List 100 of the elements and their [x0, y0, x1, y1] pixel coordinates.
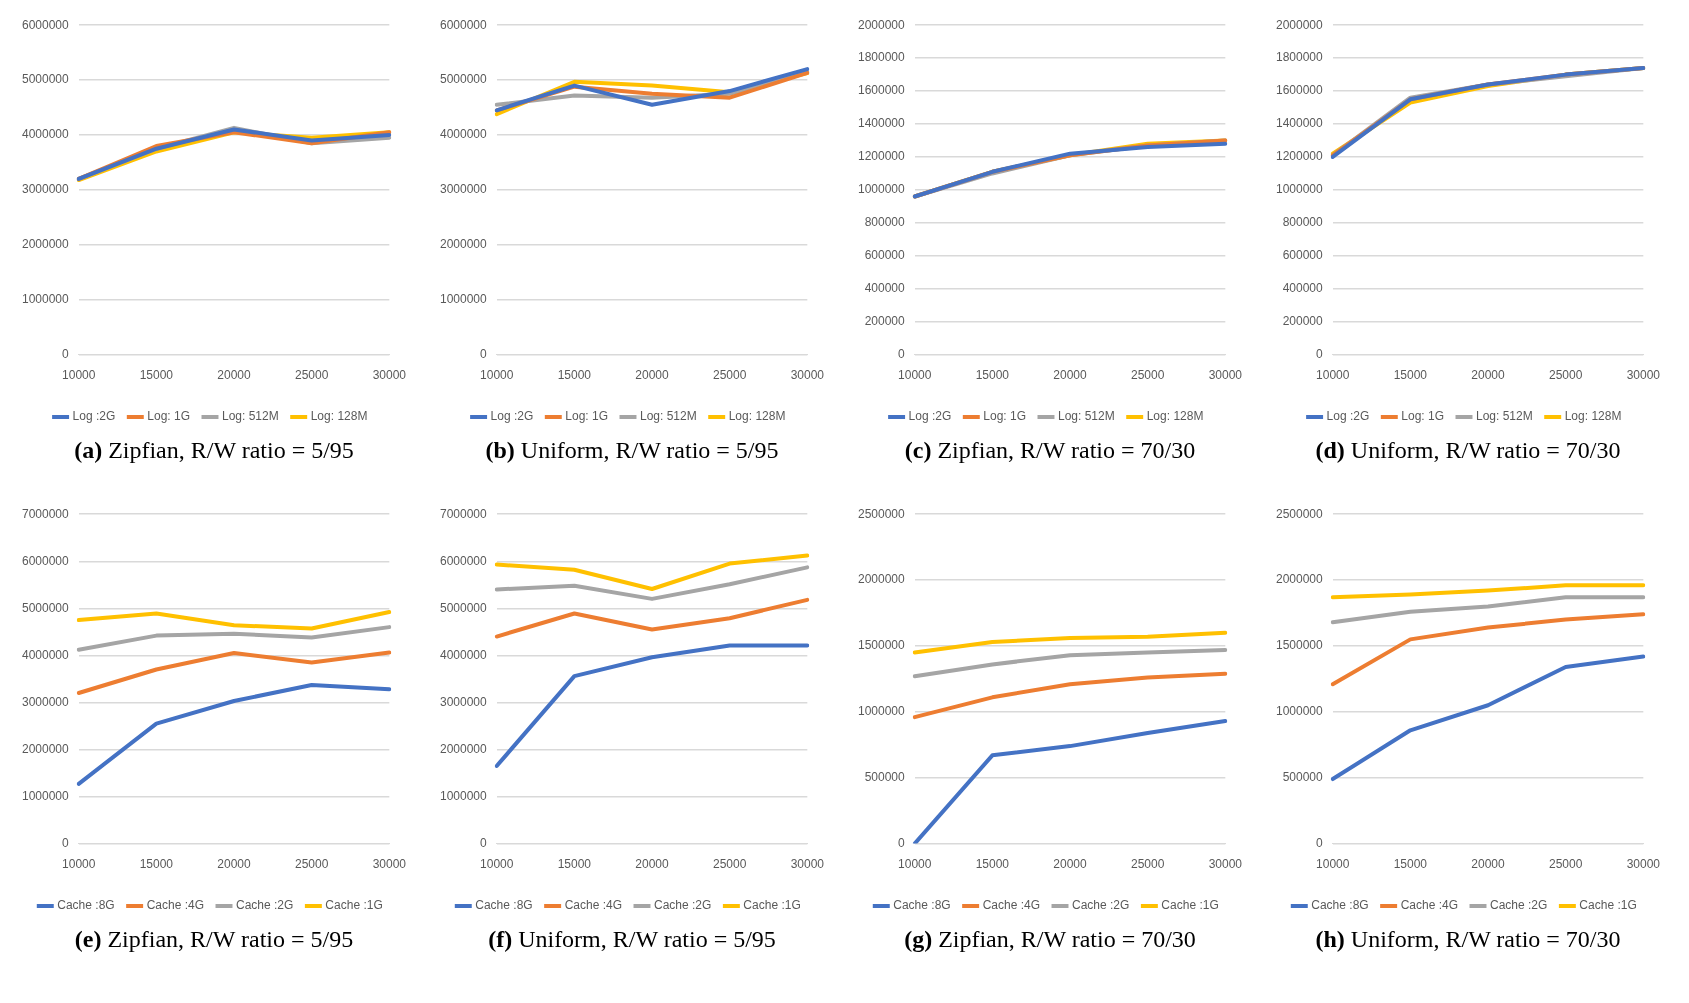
- x-tick-label: 10000: [1316, 368, 1350, 383]
- x-tick-label: 20000: [1053, 857, 1088, 872]
- x-tick-label: 10000: [1316, 857, 1350, 872]
- legend-label: Cache :1G: [1579, 898, 1637, 913]
- x-tick-label: 10000: [62, 857, 96, 872]
- y-tick-label: 2000000: [440, 237, 488, 252]
- x-tick-label: 30000: [790, 368, 825, 383]
- y-tick-label: 500000: [1282, 770, 1324, 785]
- y-tick-label: 500000: [864, 770, 906, 785]
- legend-label: Log: 128M: [1564, 409, 1622, 424]
- y-tick-label: 1800000: [858, 50, 906, 65]
- legend-label: Log: 512M: [1057, 409, 1115, 424]
- x-tick-label: 30000: [1208, 368, 1243, 383]
- x-tick-label: 20000: [635, 368, 670, 383]
- x-tick-label: 10000: [898, 368, 932, 383]
- legend-label: Log: 1G: [565, 409, 608, 424]
- x-tick-label: 20000: [1471, 368, 1506, 383]
- y-tick-label: 2000000: [22, 741, 70, 756]
- y-tick-label: 400000: [1282, 281, 1324, 296]
- y-tick-label: 2000000: [1276, 17, 1324, 32]
- legend-label: Log :2G: [1326, 409, 1370, 424]
- legend-label: Cache :2G: [654, 898, 712, 913]
- y-tick-label: 4000000: [440, 127, 488, 142]
- y-tick-label: 7000000: [22, 506, 70, 521]
- x-tick-label: 30000: [1626, 368, 1661, 383]
- y-tick-label: 0: [480, 835, 488, 850]
- y-tick-label: 4000000: [22, 647, 70, 662]
- x-tick-label: 30000: [372, 857, 407, 872]
- text: (c) Zipfian, R/W ratio = 70/30: [904, 437, 1196, 463]
- y-tick-label: 2000000: [858, 572, 906, 587]
- y-tick-label: 5000000: [440, 72, 488, 87]
- legend-label: Cache :8G: [1311, 898, 1369, 913]
- y-tick-label: 4000000: [440, 647, 488, 662]
- y-tick-label: 400000: [864, 281, 906, 296]
- legend-label: Cache :1G: [743, 898, 801, 913]
- y-tick-label: 0: [898, 835, 906, 850]
- y-tick-label: 2500000: [1276, 506, 1324, 521]
- text: (g) Zipfian, R/W ratio = 70/30: [904, 926, 1196, 952]
- y-tick-label: 600000: [864, 248, 906, 263]
- legend-label: Log: 1G: [1401, 409, 1444, 424]
- legend-label: Log: 128M: [728, 409, 786, 424]
- y-tick-label: 1000000: [1276, 182, 1324, 197]
- y-tick-label: 0: [1316, 346, 1324, 361]
- y-tick-label: 6000000: [22, 17, 70, 32]
- legend-label: Cache :8G: [893, 898, 951, 913]
- legend-label: Log: 1G: [983, 409, 1026, 424]
- y-tick-label: 2000000: [858, 17, 906, 32]
- text: (b) Uniform, R/W ratio = 5/95: [485, 437, 779, 463]
- y-tick-label: 1400000: [858, 116, 906, 131]
- x-tick-label: 15000: [1393, 857, 1428, 872]
- y-tick-label: 3000000: [22, 694, 70, 709]
- y-tick-label: 6000000: [440, 553, 488, 568]
- y-tick-label: 1000000: [440, 788, 488, 803]
- x-tick-label: 25000: [712, 368, 747, 383]
- legend-label: Cache :4G: [564, 898, 623, 913]
- y-tick-label: 1000000: [858, 182, 906, 197]
- legend-label: Log: 512M: [639, 409, 697, 424]
- x-tick-label: 25000: [1130, 368, 1165, 383]
- y-tick-label: 1000000: [22, 292, 70, 307]
- legend-label: Log :2G: [72, 409, 116, 424]
- y-tick-label: 1000000: [440, 292, 488, 307]
- y-tick-label: 2000000: [440, 741, 488, 756]
- y-tick-label: 800000: [864, 215, 906, 230]
- x-tick-label: 15000: [557, 368, 592, 383]
- y-tick-label: 2500000: [858, 506, 906, 521]
- y-tick-label: 0: [480, 346, 488, 361]
- legend-label: Cache :1G: [1161, 898, 1219, 913]
- x-tick-label: 10000: [898, 857, 932, 872]
- x-tick-label: 10000: [480, 368, 514, 383]
- legend-label: Log: 512M: [1475, 409, 1533, 424]
- legend-label: Log: 128M: [310, 409, 368, 424]
- x-tick-label: 20000: [217, 368, 252, 383]
- legend-label: Cache :8G: [57, 898, 115, 913]
- y-tick-label: 1000000: [858, 704, 906, 719]
- y-tick-label: 200000: [1282, 313, 1324, 328]
- legend-label: Log :2G: [490, 409, 534, 424]
- legend-label: Cache :2G: [1490, 898, 1548, 913]
- y-tick-label: 0: [898, 346, 906, 361]
- y-tick-label: 5000000: [22, 600, 70, 615]
- legend-label: Cache :4G: [982, 898, 1041, 913]
- y-tick-label: 600000: [1282, 248, 1324, 263]
- x-tick-label: 15000: [1393, 368, 1428, 383]
- y-tick-label: 1400000: [1276, 116, 1324, 131]
- x-tick-label: 30000: [372, 368, 407, 383]
- x-tick-label: 30000: [790, 857, 825, 872]
- legend-label: Log: 128M: [1146, 409, 1204, 424]
- y-tick-label: 1600000: [1276, 83, 1324, 98]
- y-tick-label: 200000: [864, 313, 906, 328]
- text: (f) Uniform, R/W ratio = 5/95: [488, 926, 776, 952]
- y-tick-label: 0: [62, 346, 70, 361]
- y-tick-label: 7000000: [440, 506, 488, 521]
- y-tick-label: 0: [1316, 835, 1324, 850]
- x-tick-label: 20000: [1053, 368, 1088, 383]
- x-tick-label: 20000: [217, 857, 252, 872]
- x-tick-label: 30000: [1208, 857, 1243, 872]
- x-tick-label: 10000: [480, 857, 514, 872]
- x-tick-label: 25000: [294, 368, 329, 383]
- y-tick-label: 5000000: [440, 600, 488, 615]
- x-tick-label: 15000: [139, 857, 174, 872]
- y-tick-label: 0: [62, 835, 70, 850]
